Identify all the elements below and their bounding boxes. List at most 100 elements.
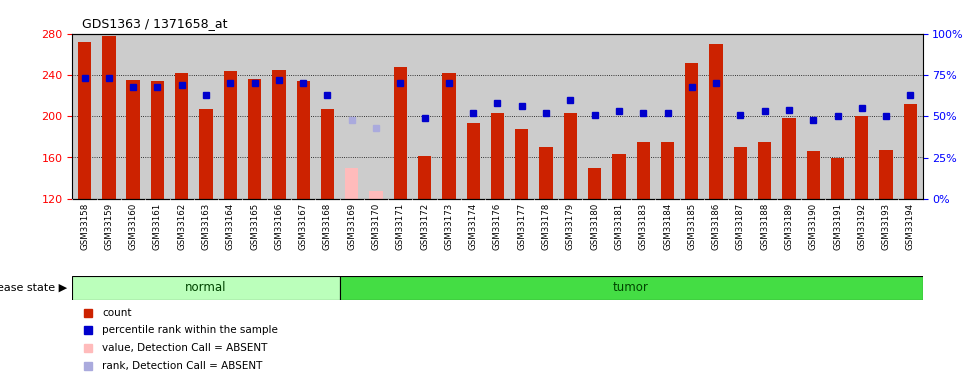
Text: tumor: tumor bbox=[613, 281, 649, 294]
Text: GSM33161: GSM33161 bbox=[153, 202, 162, 250]
Bar bbox=[582, 34, 607, 199]
Bar bbox=[345, 168, 358, 199]
Text: percentile rank within the sample: percentile rank within the sample bbox=[102, 326, 278, 336]
Text: GSM33163: GSM33163 bbox=[202, 202, 211, 250]
Bar bbox=[801, 34, 825, 199]
Bar bbox=[394, 67, 407, 199]
Text: GSM33187: GSM33187 bbox=[736, 202, 745, 250]
Bar bbox=[637, 142, 650, 199]
Bar bbox=[242, 34, 267, 199]
Text: GSM33172: GSM33172 bbox=[420, 202, 429, 250]
Text: disease state ▶: disease state ▶ bbox=[0, 283, 68, 293]
Bar bbox=[267, 34, 291, 199]
Bar bbox=[898, 34, 923, 199]
Bar bbox=[248, 79, 261, 199]
Bar bbox=[515, 129, 528, 199]
Bar bbox=[728, 34, 753, 199]
Bar bbox=[607, 34, 631, 199]
Bar bbox=[825, 34, 850, 199]
Bar bbox=[194, 34, 218, 199]
Text: GSM33167: GSM33167 bbox=[298, 202, 308, 250]
Bar bbox=[272, 70, 286, 199]
Bar bbox=[855, 116, 868, 199]
Bar bbox=[680, 34, 704, 199]
Bar bbox=[388, 34, 412, 199]
Bar bbox=[879, 150, 893, 199]
Bar bbox=[704, 34, 728, 199]
Bar bbox=[97, 34, 121, 199]
Text: GSM33165: GSM33165 bbox=[250, 202, 259, 250]
Text: GSM33193: GSM33193 bbox=[882, 202, 891, 250]
Bar bbox=[898, 34, 923, 199]
Bar bbox=[72, 276, 340, 300]
Bar bbox=[121, 34, 145, 199]
Bar bbox=[485, 34, 510, 199]
Text: value, Detection Call = ABSENT: value, Detection Call = ABSENT bbox=[102, 343, 268, 353]
Bar bbox=[539, 147, 553, 199]
Text: GSM33159: GSM33159 bbox=[104, 202, 113, 250]
Bar bbox=[655, 34, 680, 199]
Bar bbox=[194, 34, 218, 199]
Bar bbox=[655, 34, 680, 199]
Bar bbox=[102, 36, 116, 199]
Bar bbox=[467, 123, 480, 199]
Bar bbox=[564, 113, 577, 199]
Bar bbox=[218, 34, 242, 199]
Bar bbox=[218, 34, 242, 199]
Bar bbox=[850, 34, 874, 199]
Text: GSM33177: GSM33177 bbox=[517, 202, 526, 250]
Bar bbox=[801, 34, 825, 199]
Bar bbox=[412, 34, 437, 199]
Text: GSM33190: GSM33190 bbox=[809, 202, 818, 250]
Bar bbox=[807, 151, 820, 199]
Bar bbox=[224, 71, 237, 199]
Text: GSM33164: GSM33164 bbox=[226, 202, 235, 250]
Bar bbox=[777, 34, 801, 199]
Bar bbox=[145, 34, 170, 199]
Bar bbox=[364, 34, 388, 199]
Bar bbox=[340, 34, 364, 199]
Bar bbox=[534, 34, 558, 199]
Bar bbox=[510, 34, 534, 199]
Bar bbox=[291, 34, 315, 199]
Bar bbox=[442, 73, 456, 199]
Text: GSM33185: GSM33185 bbox=[687, 202, 696, 250]
Bar bbox=[78, 42, 91, 199]
Bar bbox=[831, 158, 844, 199]
Bar bbox=[704, 34, 728, 199]
Bar bbox=[588, 168, 601, 199]
Bar bbox=[369, 190, 383, 199]
Bar bbox=[758, 142, 771, 199]
Bar bbox=[753, 34, 777, 199]
Bar bbox=[734, 147, 747, 199]
Bar bbox=[72, 34, 97, 199]
Bar bbox=[680, 34, 704, 199]
Bar bbox=[145, 34, 170, 199]
Bar bbox=[709, 44, 723, 199]
Bar bbox=[685, 63, 698, 199]
Text: normal: normal bbox=[185, 281, 227, 294]
Text: GSM33170: GSM33170 bbox=[372, 202, 381, 250]
Bar bbox=[510, 34, 534, 199]
Text: GSM33176: GSM33176 bbox=[493, 202, 502, 250]
Bar bbox=[315, 34, 340, 199]
Text: GSM33166: GSM33166 bbox=[274, 202, 283, 250]
Bar bbox=[777, 34, 801, 199]
Bar bbox=[461, 34, 485, 199]
Bar bbox=[199, 109, 213, 199]
Bar bbox=[175, 73, 188, 199]
Text: GDS1363 / 1371658_at: GDS1363 / 1371658_at bbox=[82, 17, 228, 30]
Bar bbox=[491, 113, 504, 199]
Text: GSM33191: GSM33191 bbox=[833, 202, 842, 250]
Bar bbox=[121, 34, 145, 199]
Bar bbox=[315, 34, 340, 199]
Bar bbox=[582, 34, 607, 199]
Bar bbox=[364, 34, 388, 199]
Bar bbox=[612, 154, 626, 199]
Bar bbox=[242, 34, 267, 199]
Bar bbox=[170, 34, 194, 199]
Bar bbox=[728, 34, 753, 199]
Bar bbox=[437, 34, 461, 199]
Text: GSM33180: GSM33180 bbox=[590, 202, 599, 250]
Text: rank, Detection Call = ABSENT: rank, Detection Call = ABSENT bbox=[102, 361, 263, 371]
